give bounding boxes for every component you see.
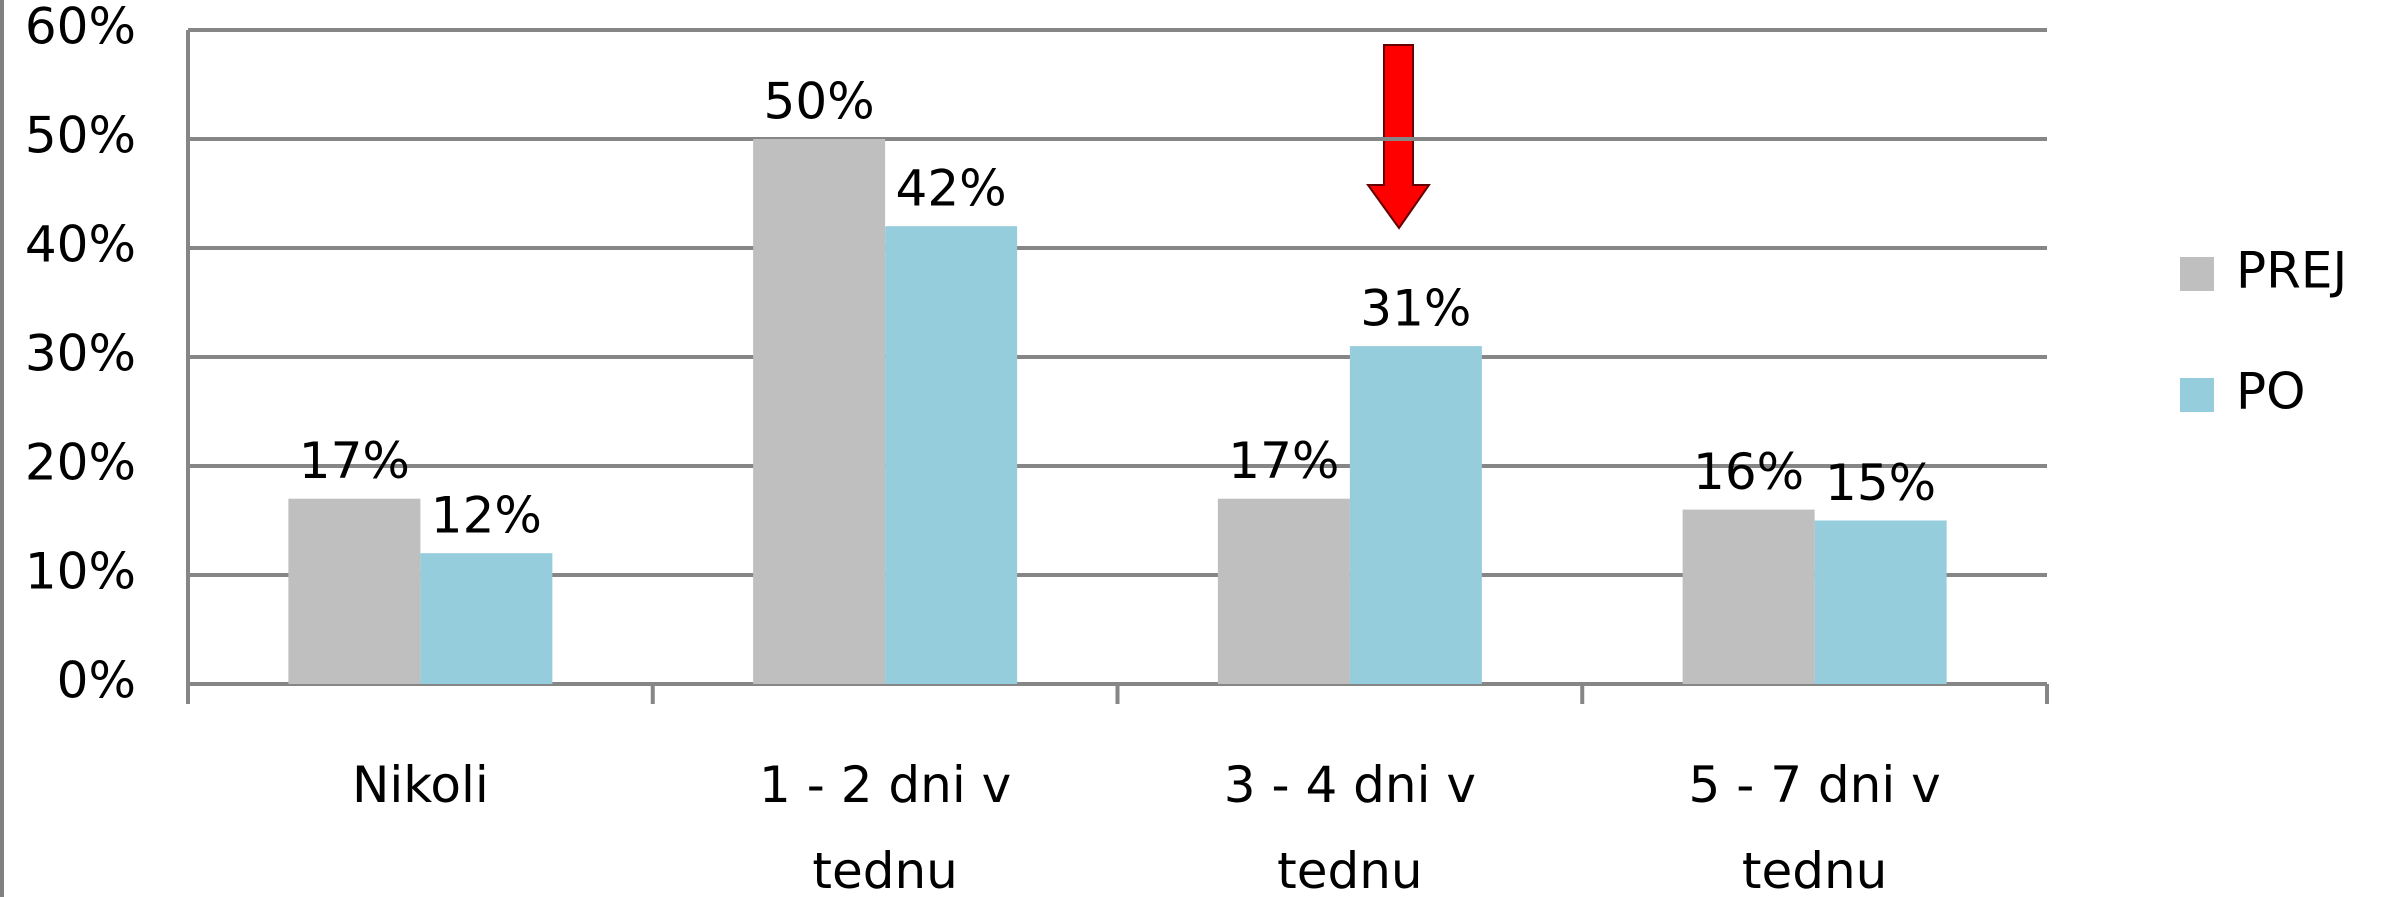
data-label: 12% bbox=[431, 487, 542, 545]
bar bbox=[420, 553, 553, 684]
bar bbox=[1349, 346, 1482, 684]
y-tick-label: 20% bbox=[25, 434, 136, 492]
x-tick-label: 1 - 2 dni v tednu bbox=[759, 756, 1012, 897]
x-tick-label-box: 3 - 4 dni v tednu bbox=[1223, 756, 1476, 897]
data-label: 42% bbox=[896, 160, 1007, 218]
x-tick-label: Nikoli bbox=[351, 756, 489, 814]
x-tick-label-box: Nikoli bbox=[351, 756, 489, 814]
y-tick-label: 60% bbox=[25, 0, 136, 56]
y-tick-label: 30% bbox=[25, 325, 136, 383]
bar bbox=[1814, 520, 1947, 684]
bar bbox=[288, 498, 421, 684]
bar bbox=[753, 139, 886, 684]
y-tick-label: 40% bbox=[25, 216, 136, 274]
y-tick-label: 0% bbox=[57, 652, 136, 710]
bar bbox=[1217, 498, 1350, 684]
arrow-annotation bbox=[1366, 44, 1431, 230]
legend-label: PREJ bbox=[2236, 242, 2347, 300]
bar bbox=[885, 226, 1018, 684]
data-label: 31% bbox=[1360, 280, 1471, 338]
data-label: 50% bbox=[764, 73, 875, 131]
x-tick-label: 5 - 7 dni v tednu bbox=[1688, 756, 1941, 897]
data-label: 15% bbox=[1825, 454, 1936, 512]
data-label: 17% bbox=[1228, 432, 1339, 490]
x-tick-label-box: 5 - 7 dni v tednu bbox=[1688, 756, 1941, 897]
legend-swatch bbox=[2180, 378, 2214, 412]
y-tick-label: 10% bbox=[25, 543, 136, 601]
y-tick-label: 50% bbox=[25, 107, 136, 165]
data-label: 16% bbox=[1693, 443, 1804, 501]
x-tick-label-box: 1 - 2 dni v tednu bbox=[759, 756, 1012, 897]
legend-label: PO bbox=[2236, 363, 2306, 421]
data-label: 17% bbox=[299, 432, 410, 490]
legend-swatch bbox=[2180, 257, 2214, 291]
x-tick-label: 3 - 4 dni v tednu bbox=[1223, 756, 1476, 897]
bar bbox=[1682, 509, 1815, 684]
left-border bbox=[0, 0, 4, 897]
